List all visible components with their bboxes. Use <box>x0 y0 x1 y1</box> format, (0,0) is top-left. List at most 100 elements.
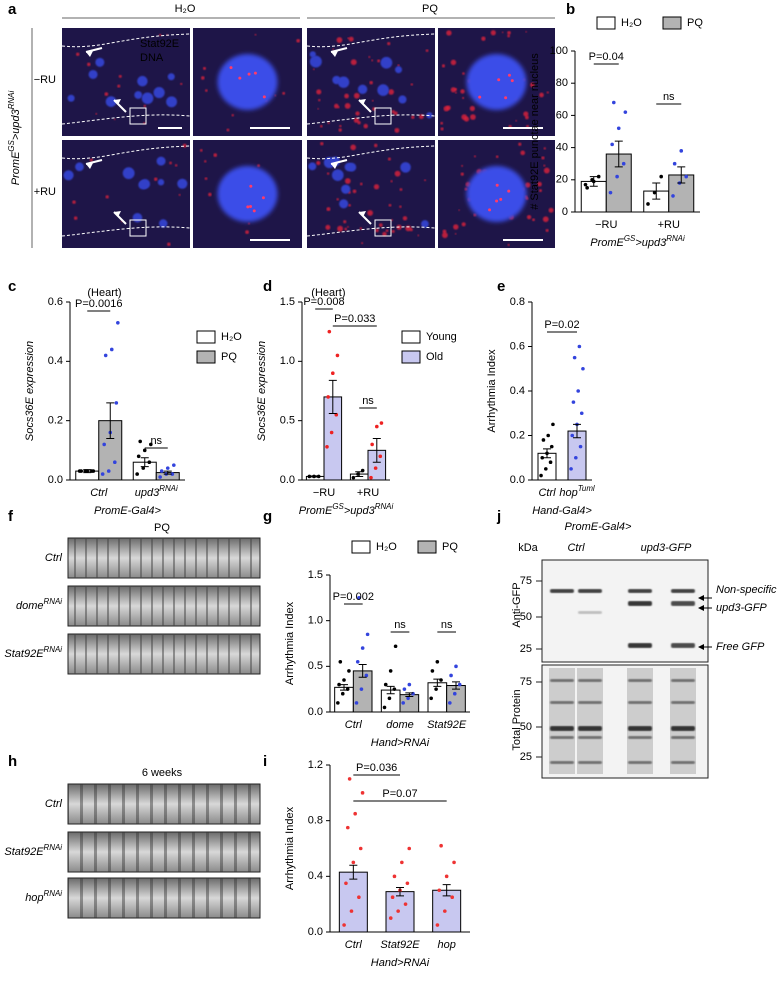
marker-label: 50 <box>520 611 532 623</box>
error-bar <box>677 166 686 184</box>
data-point <box>331 371 335 376</box>
x-tick-label: Ctrl <box>345 719 363 731</box>
nucleus <box>398 95 407 104</box>
band-label: Free GFP <box>716 641 765 653</box>
panel-label: g <box>263 508 272 525</box>
stain-dot <box>117 84 121 88</box>
data-point <box>335 353 340 358</box>
x-tick-label: −RU <box>595 219 617 231</box>
y-label-part: GS <box>7 139 16 151</box>
nucleus-dot <box>478 95 482 99</box>
y-label: Arrhythmia Index <box>486 349 498 433</box>
kymograph-beats <box>68 634 260 674</box>
stain-dot <box>368 55 371 59</box>
stain-dot <box>338 128 342 132</box>
stain-dot <box>424 179 427 182</box>
nucleus <box>166 96 178 108</box>
data-point <box>375 424 379 429</box>
stain-dot <box>347 225 349 228</box>
data-point <box>407 846 412 851</box>
band <box>671 761 695 764</box>
data-point <box>358 846 363 851</box>
stain-dot <box>226 128 230 132</box>
nucleus <box>75 162 84 172</box>
row-label: Stat92ERNAi <box>4 843 62 858</box>
nucleus <box>337 76 350 88</box>
stain-dot <box>394 170 401 177</box>
micrograph <box>306 28 436 136</box>
arrow-head <box>86 163 93 169</box>
band <box>628 679 652 682</box>
stain-dot <box>359 227 363 230</box>
stain-dot <box>442 232 448 239</box>
data-point <box>452 860 456 865</box>
data-point <box>336 701 340 705</box>
stain-dot <box>355 111 360 116</box>
data-point <box>572 355 577 360</box>
data-point <box>437 888 442 893</box>
y-tick-label: 1.5 <box>280 296 295 308</box>
nucleus <box>137 75 148 87</box>
stain-dot <box>441 64 446 68</box>
stain-dot <box>344 227 348 231</box>
stain-dot <box>113 118 116 121</box>
y-tick-label: 0.2 <box>510 429 525 441</box>
band <box>628 701 652 704</box>
stain-dot <box>104 92 109 96</box>
data-point <box>615 174 619 179</box>
row-label-part: hop <box>25 892 43 904</box>
legend-swatch <box>351 540 371 554</box>
stain-dot <box>350 144 356 151</box>
micrograph-bg <box>62 140 190 248</box>
blot-label: Anti-GFP <box>511 582 523 627</box>
error-bar <box>573 423 581 439</box>
micrograph-bg <box>307 140 435 248</box>
data-point <box>671 194 675 198</box>
stain-dot <box>344 178 351 184</box>
stain-dot <box>316 160 321 166</box>
zoom-box <box>129 107 147 125</box>
stain-dot <box>318 98 321 102</box>
data-point <box>342 923 346 927</box>
y-tick-label: 60 <box>556 109 568 121</box>
data-point <box>392 687 397 691</box>
kymograph-beats <box>68 784 260 824</box>
micrograph <box>438 28 555 136</box>
blot <box>541 664 709 779</box>
marker-label: 75 <box>520 676 532 688</box>
stain-dot <box>470 114 476 120</box>
nucleus-dot <box>249 205 253 209</box>
stain-dot <box>105 195 109 199</box>
error-bar <box>543 448 551 459</box>
arrow-head <box>359 211 366 217</box>
x-label-part: GS <box>332 502 344 511</box>
band <box>550 701 574 704</box>
lane-label: Ctrl <box>567 542 585 554</box>
legend-label: Young <box>426 331 457 343</box>
data-point <box>378 454 383 459</box>
stain-dot <box>507 243 510 246</box>
marker-label: 75 <box>520 575 532 587</box>
y-tick-label: 100 <box>550 45 568 57</box>
stain-dot <box>174 164 178 167</box>
data-point <box>359 687 364 691</box>
data-point <box>142 448 147 453</box>
band <box>671 589 695 593</box>
data-point <box>149 442 153 447</box>
data-point <box>443 909 447 913</box>
band <box>671 679 695 682</box>
stain-dot <box>343 220 347 224</box>
data-point <box>172 463 176 467</box>
stain-dot <box>72 200 76 204</box>
bar <box>385 891 415 933</box>
data-point <box>147 460 152 465</box>
y-label-part: >upd3 <box>10 108 22 140</box>
legend-swatch <box>417 540 437 554</box>
micrograph <box>193 140 302 248</box>
stain-dot <box>359 182 363 186</box>
x-label-part: >upd3 <box>344 505 376 517</box>
nucleus <box>341 184 351 194</box>
band <box>578 701 602 704</box>
data-point <box>365 632 370 637</box>
data-point <box>158 475 162 479</box>
